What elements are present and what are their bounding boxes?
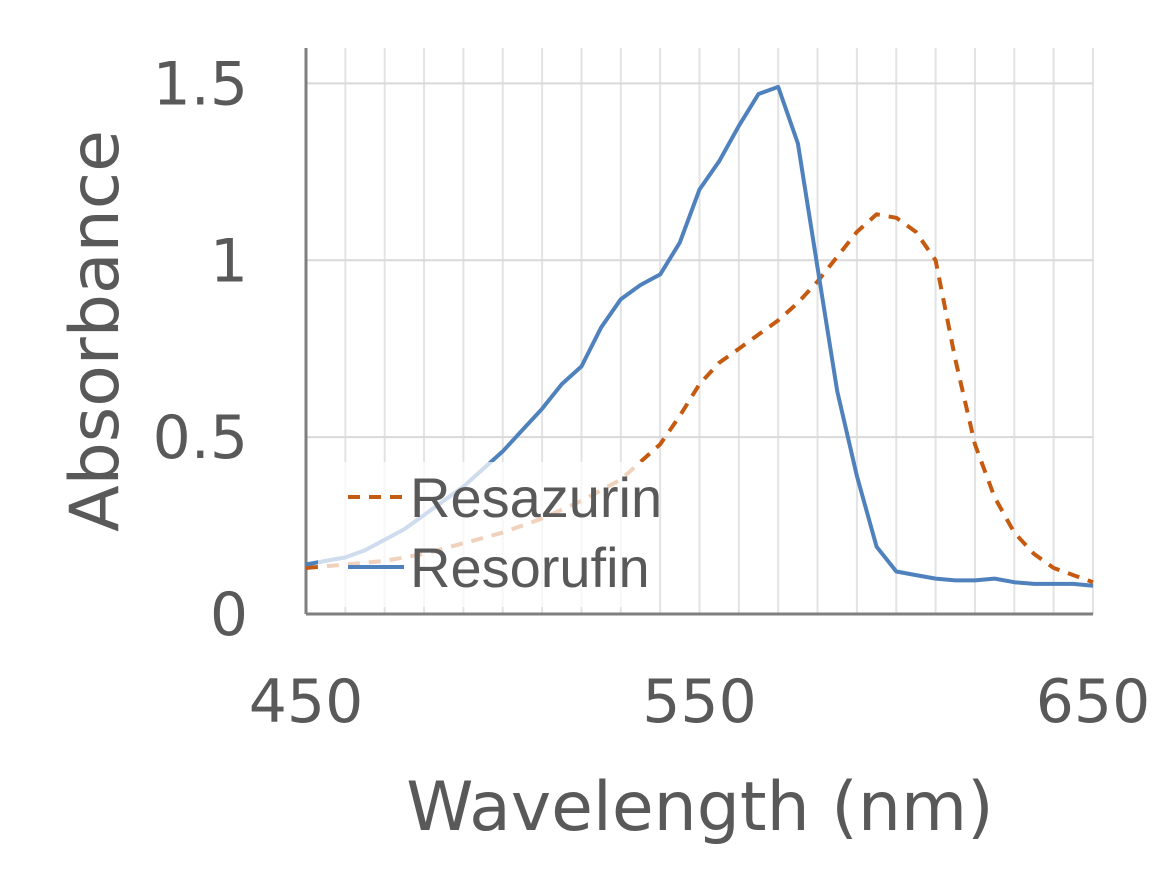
x-tick-label: 650 bbox=[1036, 667, 1151, 737]
x-tick-label: 450 bbox=[249, 667, 364, 737]
y-axis-title: Absorbance bbox=[56, 130, 135, 532]
y-tick-label: 1 bbox=[210, 226, 248, 296]
y-tick-label: 0 bbox=[210, 580, 248, 650]
legend-label-resazurin: Resazurin bbox=[410, 466, 662, 529]
y-tick-label: 0.5 bbox=[153, 403, 248, 473]
x-tick-label: 550 bbox=[642, 667, 757, 737]
x-axis-title: Wavelength (nm) bbox=[406, 768, 993, 847]
legend-background bbox=[318, 462, 648, 607]
tick-labels: 450 550 650 0 0.5 1 1.5 bbox=[153, 49, 1151, 737]
gridlines bbox=[306, 48, 1094, 614]
legend: Resazurin Resorufin bbox=[348, 466, 662, 599]
legend-label-resorufin: Resorufin bbox=[410, 536, 650, 599]
y-tick-label: 1.5 bbox=[153, 49, 248, 119]
series-line-resazurin bbox=[305, 212, 1094, 585]
axes bbox=[304, 48, 1093, 616]
